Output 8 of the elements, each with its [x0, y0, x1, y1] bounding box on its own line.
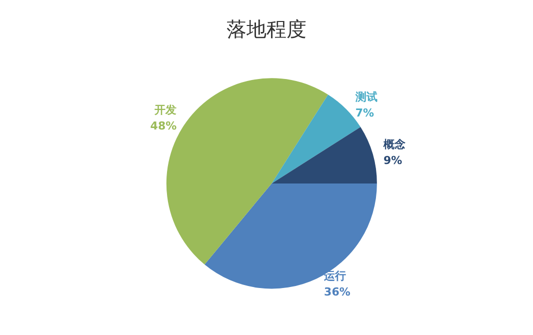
data-label: 7% — [355, 106, 374, 120]
chart-title: 落地程度 — [226, 17, 306, 41]
slice-label: 开发 — [154, 104, 177, 117]
data-label: 9% — [384, 154, 402, 167]
data-label: 36% — [324, 286, 350, 299]
slice-label: 概念 — [382, 138, 407, 151]
data-label: 48% — [150, 120, 177, 133]
slice-label: 测试 — [354, 90, 378, 104]
